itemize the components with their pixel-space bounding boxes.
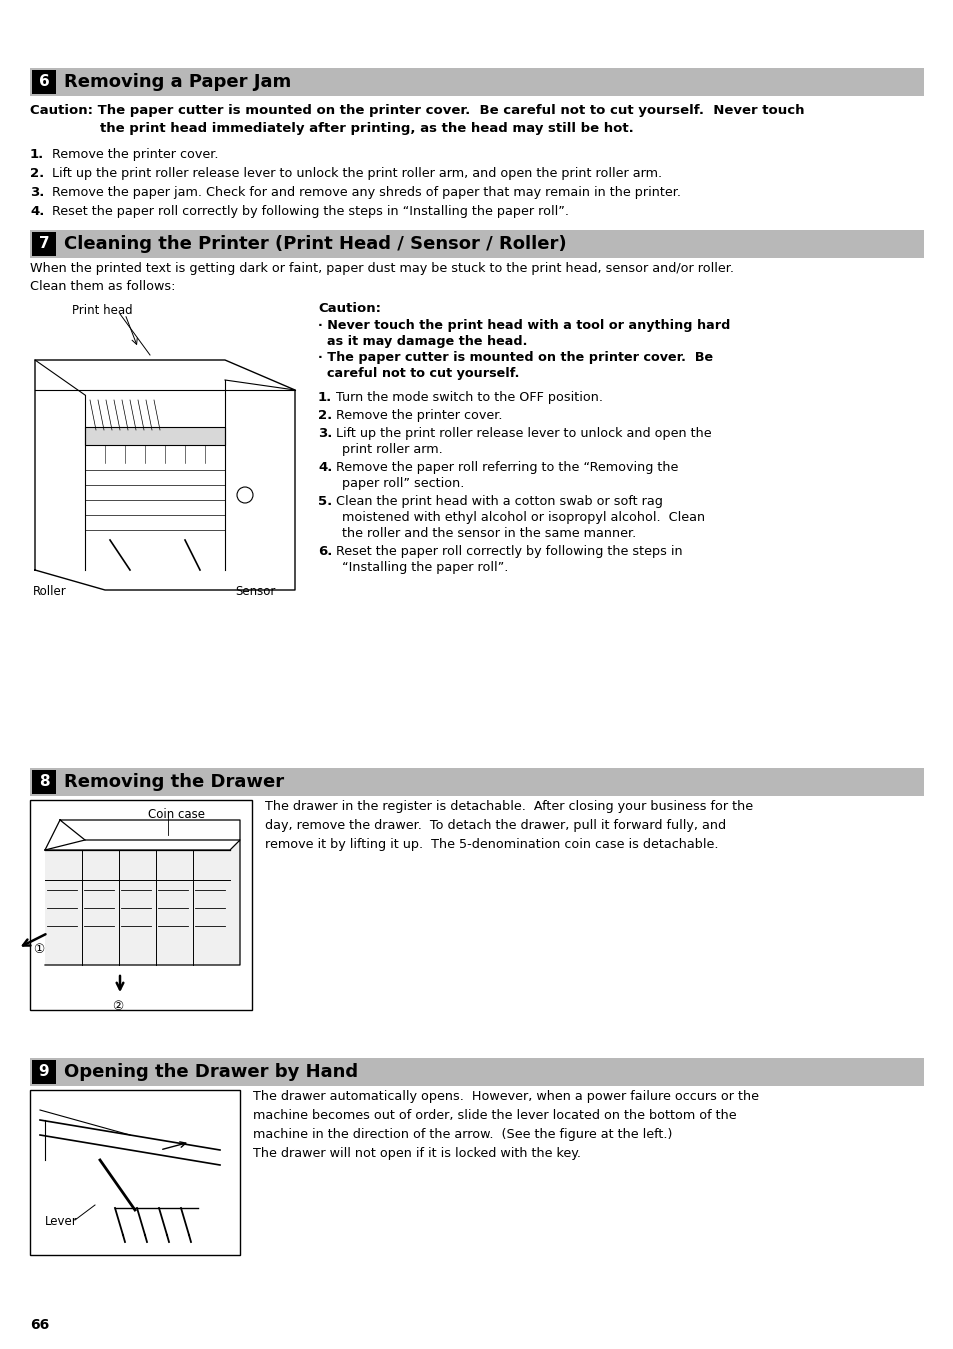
Text: 1.: 1.: [30, 148, 44, 161]
Text: moistened with ethyl alcohol or isopropyl alcohol.  Clean: moistened with ethyl alcohol or isopropy…: [341, 511, 704, 523]
Text: Removing a Paper Jam: Removing a Paper Jam: [64, 73, 291, 90]
Text: paper roll” section.: paper roll” section.: [341, 478, 464, 490]
Text: “Installing the paper roll”.: “Installing the paper roll”.: [341, 561, 508, 575]
Bar: [30, 229, 923, 258]
Bar: [85, 428, 225, 445]
Text: 9: 9: [39, 1064, 50, 1079]
Text: 2.: 2.: [30, 167, 44, 179]
Text: 6: 6: [38, 74, 50, 89]
Text: Clean them as follows:: Clean them as follows:: [30, 281, 175, 293]
Text: Remove the printer cover.: Remove the printer cover.: [335, 409, 502, 422]
Text: Coin case: Coin case: [148, 808, 205, 822]
Text: 6.: 6.: [317, 545, 332, 558]
Text: Sensor: Sensor: [234, 585, 275, 598]
Text: careful not to cut yourself.: careful not to cut yourself.: [317, 367, 518, 380]
Bar: [30, 768, 923, 796]
Text: 4.: 4.: [317, 461, 332, 473]
Text: Remove the paper jam. Check for and remove any shreds of paper that may remain i: Remove the paper jam. Check for and remo…: [52, 186, 680, 200]
Text: 3.: 3.: [317, 428, 332, 440]
Text: Remove the printer cover.: Remove the printer cover.: [52, 148, 218, 161]
Text: 2.: 2.: [317, 409, 332, 422]
Text: the roller and the sensor in the same manner.: the roller and the sensor in the same ma…: [341, 527, 636, 540]
Text: 1.: 1.: [317, 391, 332, 403]
Text: as it may damage the head.: as it may damage the head.: [317, 335, 527, 348]
Text: Remove the paper roll referring to the “Removing the: Remove the paper roll referring to the “…: [335, 461, 678, 473]
Text: · The paper cutter is mounted on the printer cover.  Be: · The paper cutter is mounted on the pri…: [317, 351, 713, 364]
Text: 4.: 4.: [30, 205, 45, 219]
Text: The drawer automatically opens.  However, when a power failure occurs or the: The drawer automatically opens. However,…: [253, 1090, 759, 1103]
Bar: [30, 1058, 923, 1086]
Text: Caution:: Caution:: [317, 302, 380, 316]
Text: day, remove the drawer.  To detach the drawer, pull it forward fully, and: day, remove the drawer. To detach the dr…: [265, 819, 725, 832]
Text: remove it by lifting it up.  The 5-denomination coin case is detachable.: remove it by lifting it up. The 5-denomi…: [265, 838, 718, 851]
Bar: [32, 232, 56, 256]
Text: Reset the paper roll correctly by following the steps in: Reset the paper roll correctly by follow…: [335, 545, 682, 558]
Text: When the printed text is getting dark or faint, paper dust may be stuck to the p: When the printed text is getting dark or…: [30, 262, 733, 275]
Text: 66: 66: [30, 1318, 50, 1331]
Text: ①: ①: [33, 943, 44, 956]
Text: · Never touch the print head with a tool or anything hard: · Never touch the print head with a tool…: [317, 318, 730, 332]
Text: Caution: The paper cutter is mounted on the printer cover.  Be careful not to cu: Caution: The paper cutter is mounted on …: [30, 104, 803, 117]
Text: 7: 7: [39, 236, 50, 251]
Text: 8: 8: [39, 774, 50, 789]
Text: machine becomes out of order, slide the lever located on the bottom of the: machine becomes out of order, slide the …: [253, 1109, 736, 1122]
Polygon shape: [45, 840, 240, 965]
Text: Turn the mode switch to the OFF position.: Turn the mode switch to the OFF position…: [335, 391, 602, 403]
Text: Reset the paper roll correctly by following the steps in “Installing the paper r: Reset the paper roll correctly by follow…: [52, 205, 568, 219]
Text: 5.: 5.: [317, 495, 332, 509]
Text: Lever: Lever: [45, 1215, 77, 1228]
Text: Print head: Print head: [71, 304, 132, 317]
Bar: [32, 70, 56, 94]
Text: Lift up the print roller release lever to unlock and open the: Lift up the print roller release lever t…: [335, 428, 711, 440]
Text: Roller: Roller: [33, 585, 67, 598]
Text: print roller arm.: print roller arm.: [341, 442, 442, 456]
Text: ②: ②: [112, 1000, 123, 1013]
Bar: [30, 67, 923, 96]
Text: Cleaning the Printer (Print Head / Sensor / Roller): Cleaning the Printer (Print Head / Senso…: [64, 235, 566, 254]
Bar: [30, 800, 252, 1010]
Bar: [32, 770, 56, 795]
Text: The drawer in the register is detachable.  After closing your business for the: The drawer in the register is detachable…: [265, 800, 752, 813]
Text: Clean the print head with a cotton swab or soft rag: Clean the print head with a cotton swab …: [335, 495, 662, 509]
Text: Opening the Drawer by Hand: Opening the Drawer by Hand: [64, 1063, 357, 1081]
Text: Lift up the print roller release lever to unlock the print roller arm, and open : Lift up the print roller release lever t…: [52, 167, 661, 179]
Bar: [30, 1090, 240, 1255]
Text: Removing the Drawer: Removing the Drawer: [64, 773, 284, 791]
Bar: [32, 1060, 56, 1085]
Text: machine in the direction of the arrow.  (See the figure at the left.): machine in the direction of the arrow. (…: [253, 1128, 672, 1141]
Text: The drawer will not open if it is locked with the key.: The drawer will not open if it is locked…: [253, 1147, 580, 1160]
Text: the print head immediately after printing, as the head may still be hot.: the print head immediately after printin…: [100, 121, 633, 135]
Text: 3.: 3.: [30, 186, 45, 200]
